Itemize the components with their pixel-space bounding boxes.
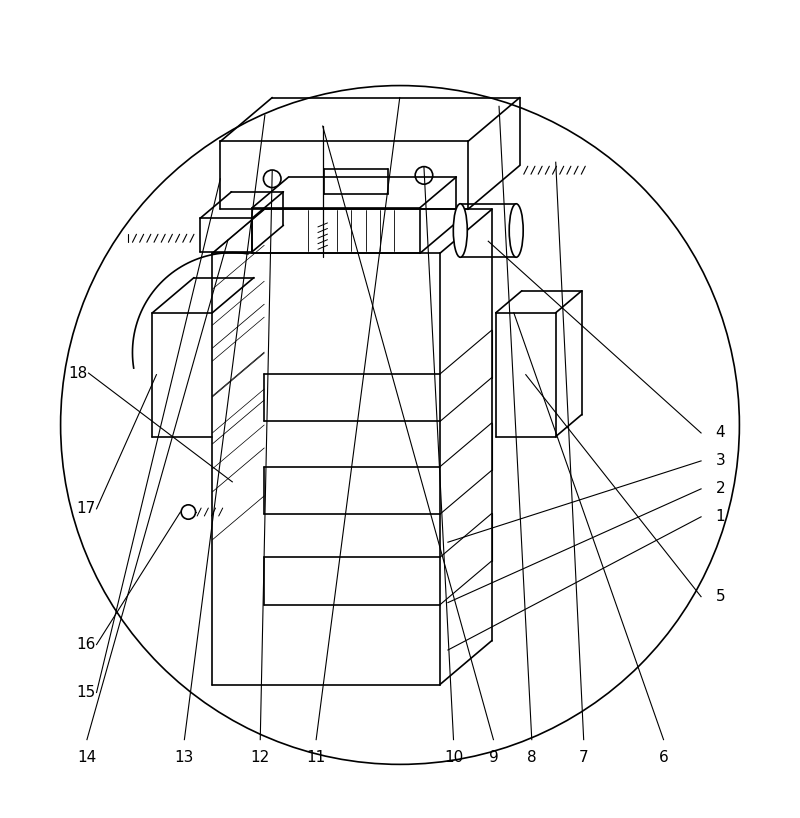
Ellipse shape: [454, 204, 467, 258]
Text: 4: 4: [715, 425, 725, 440]
Text: 7: 7: [579, 750, 589, 765]
Text: 17: 17: [77, 501, 96, 516]
Text: 12: 12: [250, 750, 270, 765]
Text: 15: 15: [77, 685, 96, 700]
Text: 13: 13: [174, 750, 194, 765]
Text: 8: 8: [527, 750, 537, 765]
Text: 14: 14: [78, 750, 97, 765]
Text: 3: 3: [715, 453, 726, 469]
Ellipse shape: [181, 505, 195, 519]
Text: 9: 9: [489, 750, 498, 765]
Text: 18: 18: [69, 366, 88, 380]
Text: 11: 11: [306, 750, 326, 765]
Text: 5: 5: [715, 589, 725, 605]
Ellipse shape: [510, 204, 523, 258]
Text: 10: 10: [444, 750, 463, 765]
Text: 6: 6: [658, 750, 669, 765]
Text: 2: 2: [715, 481, 725, 497]
Text: 16: 16: [77, 637, 96, 652]
Text: 1: 1: [715, 510, 725, 524]
